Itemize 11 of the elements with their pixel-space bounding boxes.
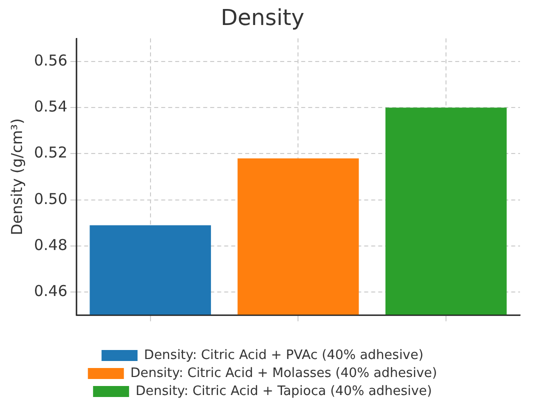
y-tick-label: 0.56 — [34, 51, 68, 70]
y-tick-label: 0.48 — [34, 236, 68, 254]
y-axis-title: Density (g/cm³) — [8, 118, 26, 236]
legend-label: Density: Citric Acid + PVAc (40% adhesive) — [144, 348, 424, 363]
chart-title: Density — [220, 6, 304, 31]
legend-label: Density: Citric Acid + Molasses (40% adhesive) — [130, 366, 438, 381]
y-tick-label: 0.52 — [34, 144, 68, 162]
legend-label: Density: Citric Acid + Tapioca (40% adhesive) — [136, 384, 432, 399]
y-tick-label: 0.54 — [34, 97, 68, 116]
y-tick-label: 0.46 — [34, 282, 68, 300]
y-tick-label: 0.50 — [34, 190, 68, 208]
